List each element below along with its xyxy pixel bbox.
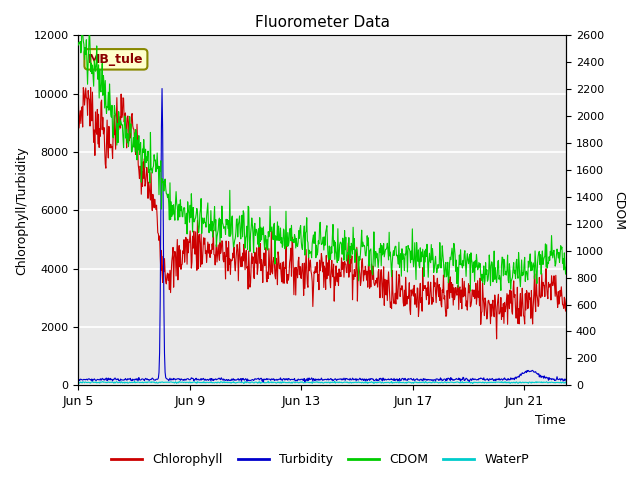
Y-axis label: Chlorophyll/Turbidity: Chlorophyll/Turbidity — [15, 146, 28, 275]
Legend: Chlorophyll, Turbidity, CDOM, WaterP: Chlorophyll, Turbidity, CDOM, WaterP — [106, 448, 534, 471]
Title: Fluorometer Data: Fluorometer Data — [255, 15, 390, 30]
Y-axis label: CDOM: CDOM — [612, 191, 625, 230]
X-axis label: Time: Time — [536, 414, 566, 427]
Text: MB_tule: MB_tule — [88, 53, 143, 66]
